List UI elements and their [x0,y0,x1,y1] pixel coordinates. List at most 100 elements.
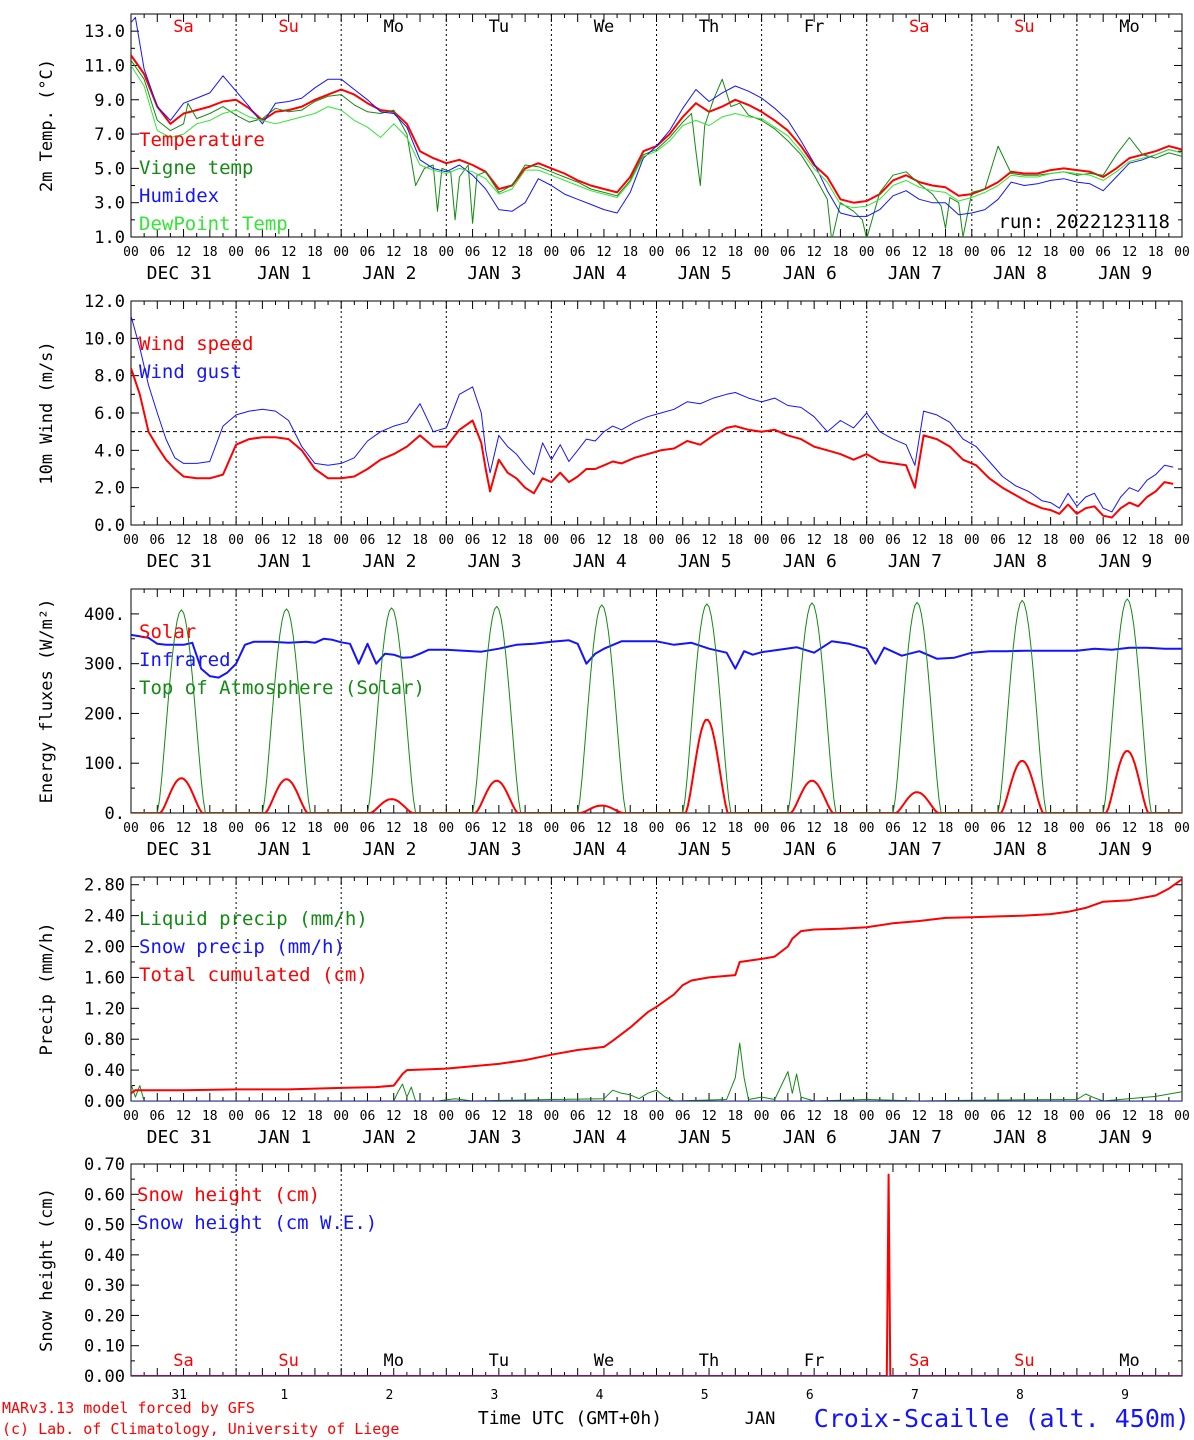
station-label: Croix-Scaille (alt. 450m) [814,1404,1190,1433]
hour-label: 18 [833,1109,849,1124]
y-tick-label: 2.00 [84,938,125,958]
hour-label: 06 [149,821,165,836]
hour-label: 12 [1017,533,1033,548]
date-label: DEC 31 [147,1127,212,1148]
hour-label: 12 [701,821,717,836]
date-label: JAN 9 [1098,839,1152,860]
hour-label: 12 [911,1109,927,1124]
y-tick-label: 0.70 [84,1155,125,1175]
series-line [131,367,1174,519]
hour-label: 18 [412,245,428,260]
hour-label: 06 [255,245,271,260]
hour-label: 18 [1043,533,1059,548]
hour-label: 12 [176,245,192,260]
date-label: JAN 4 [572,263,626,284]
date-label: JAN 6 [783,1127,837,1148]
hour-label: 00 [438,245,454,260]
date-label: JAN 6 [783,839,837,860]
y-tick-label: 0.30 [84,1276,125,1296]
hour-label: 06 [255,1109,271,1124]
hour-label: 18 [1148,533,1164,548]
panel-snow: 0.00 0.10 0.20 0.30 0.40 0.50 0.60 0.70 Snow hei… [37,1155,1183,1403]
hour-label: 18 [307,821,323,836]
y-tick-label: 11.0 [84,56,125,76]
date-label: JAN 1 [257,839,311,860]
y-tick-label: 0.80 [84,1030,125,1050]
day-name: Su [278,17,298,37]
panel-wind: 0.0 2.0 4.0 6.0 8.0 10.0 12.0 10m Wind (m/s) Win… [37,292,1190,572]
date-label: JAN 3 [467,1127,521,1148]
hour-label: 12 [1122,533,1138,548]
hour-label: 00 [649,245,665,260]
hour-label: 12 [491,533,507,548]
hour-label: 00 [754,1109,770,1124]
date-label: JAN 9 [1098,263,1152,284]
day-number: 6 [806,1388,814,1403]
hour-label: 06 [1095,533,1111,548]
y-tick-label: 0.40 [84,1246,125,1266]
legend-entry: Vigne temp [139,157,253,179]
y-tick-label: 2.0 [94,479,125,499]
hour-label: 12 [386,533,402,548]
hour-label: 00 [123,245,139,260]
x-axis-title: Time UTC (GMT+0h) [478,1408,662,1429]
x-ticks [130,14,1183,237]
hour-label: 18 [517,1109,533,1124]
month-label: JAN [745,1409,776,1429]
hour-label: 12 [1017,245,1033,260]
legend-entry: Snow precip (mm/h) [139,936,345,958]
hour-label: 00 [754,245,770,260]
hour-label: 00 [754,821,770,836]
date-label: DEC 31 [147,551,212,572]
hour-label: 12 [1017,1109,1033,1124]
hour-label: 06 [675,1109,691,1124]
date-label: JAN 6 [783,263,837,284]
date-labels: DEC 31 JAN 1 JAN 2 JAN 3 JAN 4 JAN 5 JAN 6 JAN … [147,1127,1153,1148]
date-label: JAN 1 [257,263,311,284]
day-name: Sa [173,17,193,37]
hour-label: 06 [990,533,1006,548]
day-name: Th [699,1351,719,1371]
date-label: JAN 7 [888,839,942,860]
y-axis: 0.00 0.10 0.20 0.30 0.40 0.50 0.60 0.70 [84,1155,1182,1387]
hour-label: 18 [412,533,428,548]
hour-label: 06 [570,533,586,548]
hour-label: 18 [1148,1109,1164,1124]
hour-label: 18 [517,245,533,260]
hour-label: 06 [990,1109,1006,1124]
hour-label: 18 [727,821,743,836]
hour-label: 00 [649,533,665,548]
hour-label: 18 [938,245,954,260]
series-group [131,16,1182,237]
hour-label: 18 [307,533,323,548]
panel-energy: 0. 100. 200. 300. 400. Energy fluxes (W/m²) So… [37,588,1190,860]
date-label: JAN 2 [362,263,416,284]
day-name: Mo [1119,17,1139,37]
day-number: 31 [171,1388,187,1403]
hour-label: 00 [1069,1109,1085,1124]
day-name: Sa [909,17,929,37]
day-name: Mo [384,1351,404,1371]
date-label: JAN 5 [678,263,732,284]
hour-label: 12 [806,1109,822,1124]
hour-label: 06 [780,533,796,548]
y-tick-label: 7.0 [94,125,125,145]
day-number: 3 [491,1388,499,1403]
day-number: 5 [701,1388,709,1403]
hour-label: 06 [255,533,271,548]
hour-label: 06 [675,821,691,836]
legend: Liquid precip (mm/h) Snow precip (mm/h) To… [139,908,368,986]
hour-label: 06 [675,533,691,548]
x-ticks [130,301,1183,525]
date-label: JAN 3 [467,263,521,284]
hour-label: 18 [1043,1109,1059,1124]
hour-label: 18 [727,245,743,260]
y-axis: 0.00 0.40 0.80 1.20 1.60 2.00 2.40 2.80 [84,876,1182,1112]
y-tick-label: 0.40 [84,1061,125,1081]
date-labels: DEC 31 JAN 1 JAN 2 JAN 3 JAN 4 JAN 5 JAN 6 JAN … [147,839,1153,860]
y-axis-title: 10m Wind (m/s) [37,341,57,484]
hour-label: 18 [727,1109,743,1124]
date-label: JAN 2 [362,839,416,860]
hour-label: 18 [938,533,954,548]
hour-label: 18 [833,245,849,260]
